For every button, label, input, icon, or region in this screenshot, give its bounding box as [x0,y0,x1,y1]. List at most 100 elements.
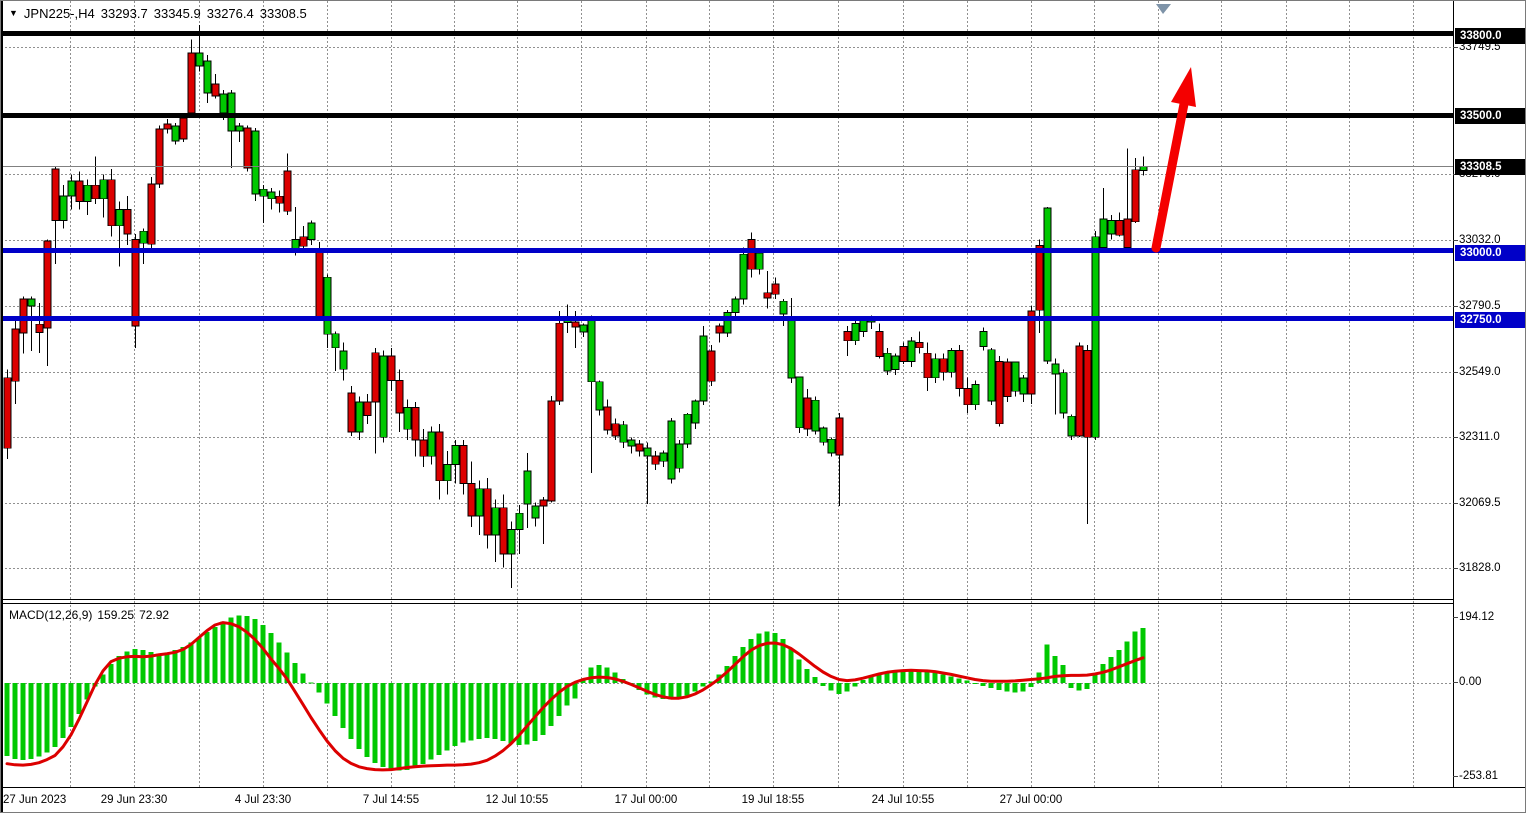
macd-histogram-bar [404,683,410,770]
macd-histogram-bar [1020,683,1026,692]
candle-body [507,529,516,555]
macd-histogram-bar [396,683,402,771]
macd-histogram-bar [436,683,442,755]
candle-body [915,342,924,349]
candle-body [771,283,780,295]
macd-histogram-bar [548,683,554,727]
macd-histogram-bar [700,683,706,687]
candle-body [179,117,188,140]
macd-indicator-label: MACD(12,26,9) 159.25 72.92 [9,608,174,622]
candle-body [35,323,44,333]
candle-body [1051,363,1060,375]
macd-histogram-bar [332,683,338,716]
candle-body [155,128,164,185]
macd-histogram-bar [1004,683,1010,692]
candle-body [995,360,1004,425]
candle-body [619,424,628,443]
macd-histogram-bar [308,682,314,684]
candle-body [987,349,996,402]
bar-close-value: 33308.5 [259,6,307,21]
macd-histogram-bar [668,683,674,700]
candle-body [83,184,92,202]
bar-open-value: 33293.7 [100,6,148,21]
candle-body [1091,236,1100,438]
candle-body [467,483,476,517]
candle-body [491,507,500,536]
candle-body [931,358,940,379]
price-axis-tick: 32311.0 [1459,431,1500,443]
candle-body [955,350,964,389]
macd-histogram-bar [180,646,186,683]
candle-body [275,195,284,204]
candle-body [355,401,364,433]
bar-high-value: 33345.9 [153,6,201,21]
candle-body [883,352,892,372]
candle-body [587,318,596,383]
candle-body [731,298,740,313]
macd-histogram-bar [428,683,434,760]
macd-histogram-bar [244,616,250,683]
macd-histogram-bar [1012,683,1018,693]
macd-histogram-bar [884,671,890,683]
macd-histogram-bar [124,651,130,683]
macd-histogram-bar [796,659,802,683]
candle-body [907,340,916,362]
candle-body [715,325,724,334]
candle-body [27,298,36,307]
macd-histogram-bar [940,674,946,683]
time-axis-label: 27 Jul 00:00 [999,794,1063,806]
macd-histogram-bar [60,683,66,739]
time-axis-label: 4 Jul 23:30 [234,794,292,806]
macd-histogram-bar [156,653,162,683]
candle-body [555,322,564,402]
macd-histogram-bar [604,667,610,683]
candle-body [323,276,332,335]
candle-body [579,324,588,333]
symbol-period-label: JPN225-,H4 [23,6,95,21]
macd-histogram-bar [868,676,874,683]
candle-body [531,505,540,519]
candle-body [91,184,100,200]
candle-body [139,230,148,244]
candle-body [795,376,804,429]
macd-histogram-bar [892,670,898,683]
trend-arrow-head[interactable] [1171,67,1196,107]
candle-body [547,400,556,502]
macd-histogram-bar [260,625,266,683]
price-axis-tick: 32069.5 [1459,497,1501,509]
macd-histogram-bar [908,669,914,683]
candle-body [523,470,532,505]
trend-arrow-shaft[interactable] [1151,99,1189,253]
candle-body [1107,220,1116,235]
macd-histogram-bar [860,680,866,683]
macd-histogram-bar [196,637,202,683]
candle-body [947,350,956,373]
candle-body [75,180,84,202]
macd-histogram-bar [532,683,538,741]
macd-histogram-bar [852,683,858,687]
candle-body [195,52,204,67]
macd-histogram-bar [484,683,490,739]
macd-histogram-bar [652,683,658,698]
chart-shift-marker-icon[interactable] [1156,4,1171,14]
candle-body [403,407,412,430]
candle-body [363,401,372,417]
candle-body [235,125,244,132]
macd-histogram-bar [1076,683,1082,691]
macd-axis-tick: -253.81 [1459,770,1499,782]
time-axis-label: 27 Jun 2023 [3,794,67,806]
candle-body [1115,220,1124,236]
candle-body [1067,415,1076,437]
macd-histogram-bar [212,626,218,683]
macd-histogram-bar [996,683,1002,690]
time-axis-label: 7 Jul 14:55 [362,794,420,806]
candle-body [891,355,900,370]
candle-body [1131,169,1140,223]
symbol-dropdown-icon[interactable]: ▼ [9,8,18,18]
macd-histogram-bar [740,646,746,683]
macd-histogram-bar [588,667,594,683]
macd-histogram-bar [1132,631,1138,683]
candle-body [651,455,660,465]
macd-histogram-bar [108,664,114,683]
